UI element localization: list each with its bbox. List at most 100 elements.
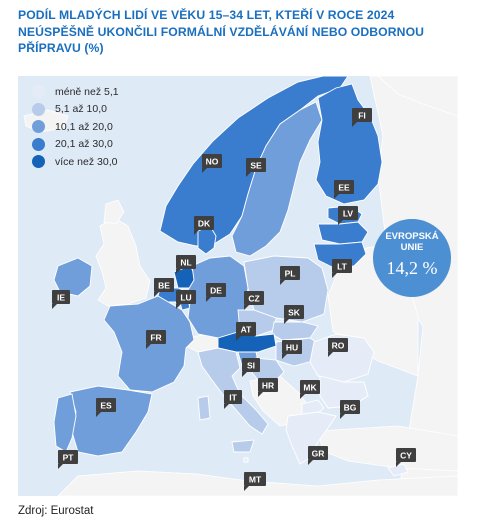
tag-BG-pointer xyxy=(340,414,345,419)
legend-label: méně než 5,1 xyxy=(55,85,119,98)
tag-DE-bg xyxy=(206,283,226,297)
tag-HU-pointer xyxy=(282,354,287,359)
tag-NL-label: NL xyxy=(180,258,191,268)
tag-DK-label: DK xyxy=(198,219,211,229)
tag-PT-pointer xyxy=(58,464,63,469)
tag-LT-label: LT xyxy=(337,262,348,272)
tag-SK-pointer xyxy=(284,319,289,324)
tag-PL-label: PL xyxy=(285,269,296,279)
source-note: Zdroj: Eurostat xyxy=(18,505,94,517)
country-LV xyxy=(317,221,369,245)
legend-swatch xyxy=(32,102,45,116)
tag-CZ-label: CZ xyxy=(248,294,259,304)
uk-land xyxy=(95,217,151,307)
tag-DK-bg xyxy=(194,216,214,230)
country-CY xyxy=(387,463,409,477)
legend-swatch xyxy=(32,155,45,169)
tag-FR: FR xyxy=(146,330,166,349)
tag-GR-label: GR xyxy=(312,449,325,459)
tag-NL: NL xyxy=(176,255,196,274)
tag-MT: MT xyxy=(244,472,266,491)
eu-average-badge: EVROPSKÁ UNIE 14,2 % xyxy=(373,219,451,297)
tag-CY-pointer xyxy=(396,462,401,467)
tag-RO-bg xyxy=(328,338,348,352)
tag-HU: HU xyxy=(282,340,302,359)
tag-DE: DE xyxy=(206,283,226,302)
tag-IE-pointer xyxy=(52,304,57,309)
legend-item: méně než 5,1 xyxy=(32,83,119,101)
tag-MK-bg xyxy=(300,380,320,394)
tag-ES-pointer xyxy=(96,412,101,417)
title-line-1: PODÍL MLADÝCH LIDÍ VE VĚKU 15–34 LET, KT… xyxy=(18,8,395,22)
tag-LV-label: LV xyxy=(343,209,354,219)
tag-RO-label: RO xyxy=(332,341,345,351)
tag-SI: SI xyxy=(242,358,260,377)
tag-CZ: CZ xyxy=(244,291,264,310)
tag-IE-label: IE xyxy=(57,293,65,303)
tag-SE-bg xyxy=(246,158,266,172)
tag-EE-bg xyxy=(334,180,354,194)
tag-AT-label: AT xyxy=(241,325,253,335)
country-code-tags: FI SE NO EE LV xyxy=(52,108,416,491)
tag-DK: DK xyxy=(194,216,214,235)
tag-LU-label: LU xyxy=(180,293,191,303)
tag-LU: LU xyxy=(176,290,196,309)
tag-LV-pointer xyxy=(338,220,343,225)
tag-FR-pointer xyxy=(146,344,151,349)
tag-EE-pointer xyxy=(334,194,339,199)
tag-HR-label: HR xyxy=(262,381,274,391)
kola-land xyxy=(377,76,458,117)
tag-MK-label: MK xyxy=(303,383,317,393)
country-PT xyxy=(53,393,77,453)
country-LT xyxy=(313,241,367,269)
tag-AT: AT xyxy=(236,322,256,341)
tag-SI-pointer xyxy=(242,372,247,377)
tag-GR-bg xyxy=(308,446,328,460)
page-margin-right xyxy=(458,0,478,530)
tag-IT-pointer xyxy=(224,404,229,409)
legend-item: více než 30,0 xyxy=(32,153,119,171)
tag-LT: LT xyxy=(332,259,352,278)
tag-LU-pointer xyxy=(176,304,181,309)
map-title: PODÍL MLADÝCH LIDÍ VE VĚKU 15–34 LET, KT… xyxy=(18,7,448,57)
tag-NO-bg xyxy=(202,154,222,168)
tag-PT-label: PT xyxy=(63,453,75,463)
legend-swatch xyxy=(32,120,45,134)
tag-PT-bg xyxy=(58,450,78,464)
tag-CY-label: CY xyxy=(400,451,412,461)
tag-SI-label: SI xyxy=(247,361,255,371)
tag-GR: GR xyxy=(308,446,328,465)
tag-ES-label: ES xyxy=(100,401,112,411)
tag-SI-bg xyxy=(242,358,260,372)
tag-NL-pointer xyxy=(176,269,181,274)
tag-BE-label: BE xyxy=(158,281,170,291)
legend-item: 20,1 až 30,0 xyxy=(32,136,119,154)
tag-IT-bg xyxy=(224,390,242,404)
tag-FI: FI xyxy=(352,108,372,127)
tag-LT-bg xyxy=(332,259,352,273)
tag-CY: CY xyxy=(396,448,416,467)
tag-SE-pointer xyxy=(246,172,251,177)
tag-FR-label: FR xyxy=(150,333,161,343)
tag-DE-label: DE xyxy=(210,286,222,296)
tag-DK-pointer xyxy=(194,230,199,235)
eu-label-line-2: UNIE xyxy=(400,242,424,253)
eu-average-value: 14,2 % xyxy=(386,258,438,278)
tag-MK: MK xyxy=(300,380,320,399)
tag-NL-bg xyxy=(176,255,196,269)
title-line-3: PŘÍPRAVU (%) xyxy=(18,41,104,55)
tag-HR-pointer xyxy=(258,392,263,397)
tag-PL-pointer xyxy=(280,280,285,285)
country-IT-sardinia xyxy=(197,395,211,421)
tag-LV-bg xyxy=(338,206,358,220)
country-RO xyxy=(309,333,375,383)
tag-FR-bg xyxy=(146,330,166,344)
tag-CZ-pointer xyxy=(244,305,249,310)
country-MT xyxy=(243,457,249,463)
tag-SK-label: SK xyxy=(288,308,301,318)
tag-FI-pointer xyxy=(352,122,357,127)
tag-FI-label: FI xyxy=(358,111,366,121)
tag-NO: NO xyxy=(202,154,222,173)
legend-label: 20,1 až 30,0 xyxy=(55,138,113,151)
tag-HU-bg xyxy=(282,340,302,354)
